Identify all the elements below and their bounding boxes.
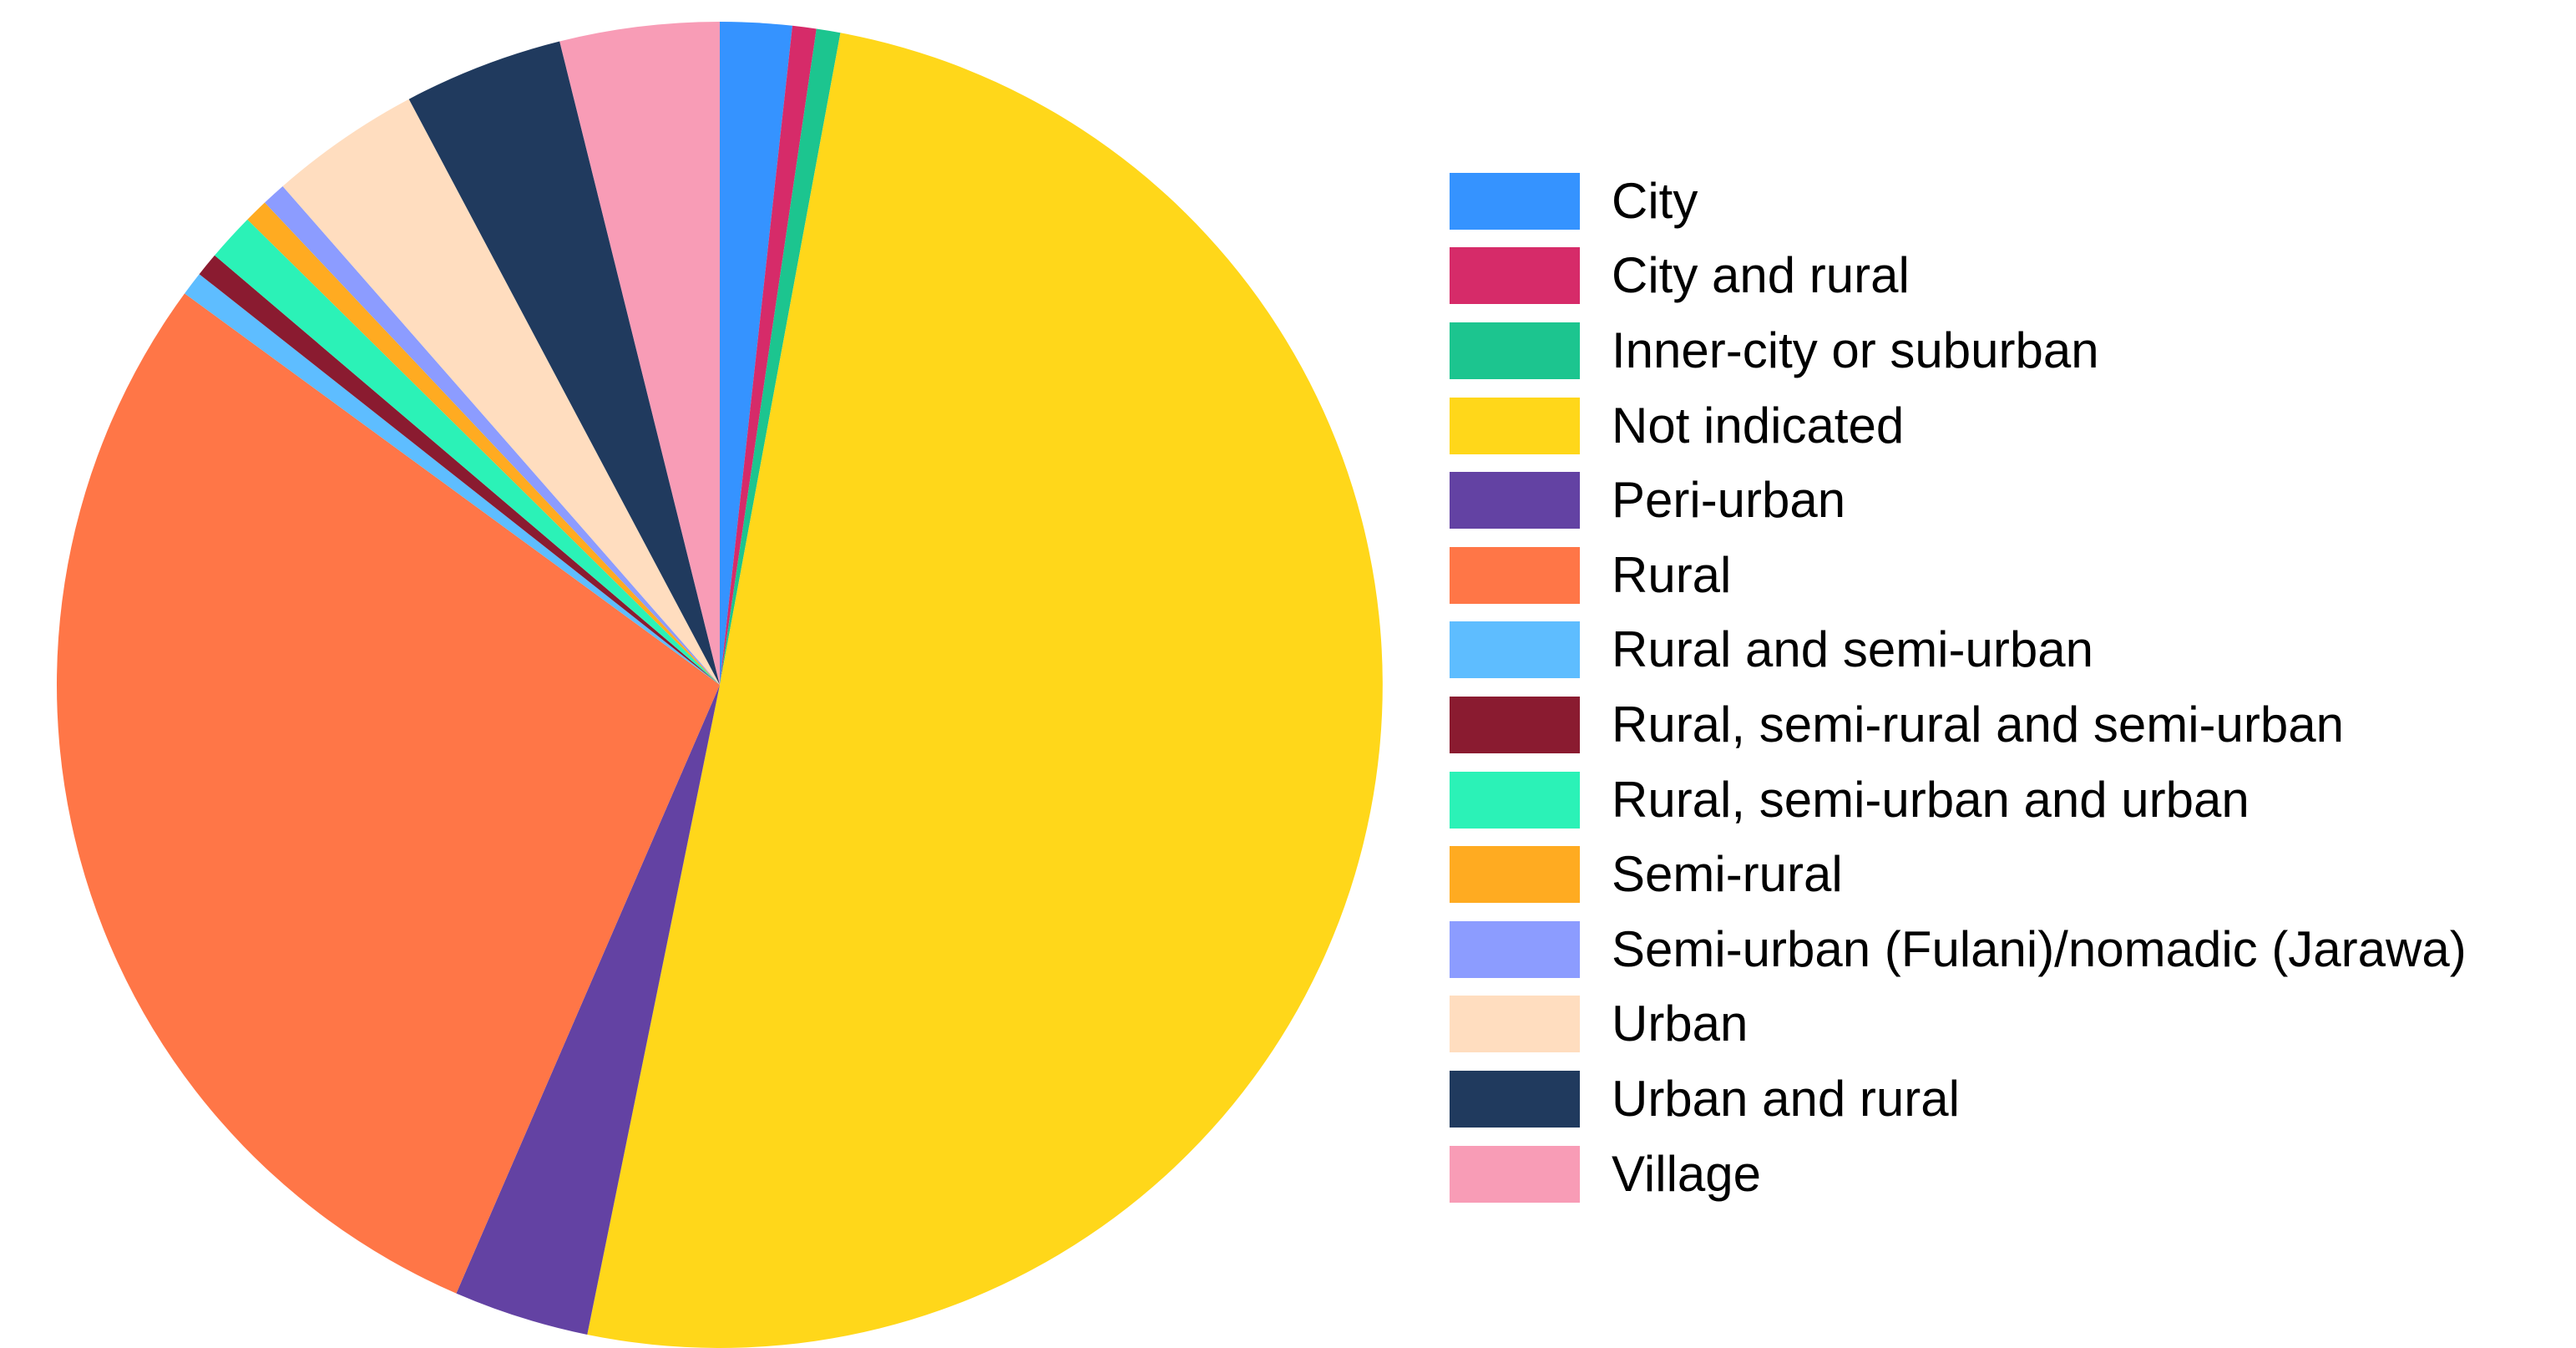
legend-label: Not indicated bbox=[1612, 397, 1905, 454]
pie-slice bbox=[247, 202, 720, 685]
legend-label: City bbox=[1612, 172, 1698, 229]
pie-slice bbox=[199, 255, 720, 686]
legend-swatch bbox=[1450, 846, 1580, 904]
legend-swatch bbox=[1450, 771, 1580, 829]
legend-label: Semi-rural bbox=[1612, 846, 1843, 903]
legend-swatch bbox=[1450, 322, 1580, 379]
legend-swatch bbox=[1450, 397, 1580, 454]
legend-swatch bbox=[1450, 920, 1580, 978]
legend-swatch bbox=[1450, 1070, 1580, 1128]
legend-label: Rural, semi-rural and semi-urban bbox=[1612, 696, 2344, 753]
legend-label: Urban and rural bbox=[1612, 1070, 1960, 1127]
legend-swatch bbox=[1450, 996, 1580, 1053]
legend-item: Inner-city or suburban bbox=[1450, 313, 2568, 388]
legend-label: Rural and semi-urban bbox=[1612, 621, 2093, 678]
pie-slice bbox=[408, 41, 720, 685]
legend-item: Rural, semi-rural and semi-urban bbox=[1450, 687, 2568, 763]
pie-slice bbox=[57, 293, 720, 1294]
pie-slice bbox=[456, 685, 720, 1335]
legend-label: Village bbox=[1612, 1145, 1762, 1202]
legend-item: Rural and semi-urban bbox=[1450, 613, 2568, 688]
legend-item: Rural bbox=[1450, 538, 2568, 613]
legend-item: Village bbox=[1450, 1137, 2568, 1212]
pie-slice bbox=[587, 33, 1383, 1348]
pie-slice bbox=[215, 219, 720, 686]
legend-swatch bbox=[1450, 472, 1580, 530]
legend-swatch bbox=[1450, 546, 1580, 604]
legend: City City and rural Inner-city or suburban… bbox=[1450, 164, 2568, 1211]
legend-item: City bbox=[1450, 164, 2568, 239]
legend-swatch bbox=[1450, 247, 1580, 305]
pie-slice bbox=[265, 185, 720, 686]
legend-item: Semi-urban (Fulani)/nomadic (Jarawa) bbox=[1450, 912, 2568, 987]
pie-slice bbox=[720, 22, 793, 685]
legend-label: Semi-urban (Fulani)/nomadic (Jarawa) bbox=[1612, 920, 2467, 977]
pie-slice bbox=[185, 274, 720, 685]
legend-label: Peri-urban bbox=[1612, 472, 1846, 529]
legend-item: City and rural bbox=[1450, 239, 2568, 314]
pie-slice bbox=[282, 99, 720, 685]
legend-item: Peri-urban bbox=[1450, 463, 2568, 538]
legend-label: Rural, semi-urban and urban bbox=[1612, 771, 2250, 828]
pie-slice bbox=[720, 28, 841, 686]
legend-item: Rural, semi-urban and urban bbox=[1450, 763, 2568, 838]
legend-item: Not indicated bbox=[1450, 388, 2568, 464]
legend-item: Semi-rural bbox=[1450, 837, 2568, 912]
legend-swatch bbox=[1450, 172, 1580, 230]
legend-label: City and rural bbox=[1612, 247, 1910, 304]
pie-slice bbox=[559, 22, 720, 685]
pie-slice bbox=[720, 25, 817, 685]
legend-label: Inner-city or suburban bbox=[1612, 322, 2099, 378]
legend-swatch bbox=[1450, 621, 1580, 679]
legend-swatch bbox=[1450, 1145, 1580, 1203]
legend-label: Urban bbox=[1612, 996, 1749, 1052]
legend-item: Urban bbox=[1450, 987, 2568, 1062]
legend-label: Rural bbox=[1612, 546, 1732, 603]
legend-item: Urban and rural bbox=[1450, 1062, 2568, 1137]
legend-swatch bbox=[1450, 696, 1580, 753]
